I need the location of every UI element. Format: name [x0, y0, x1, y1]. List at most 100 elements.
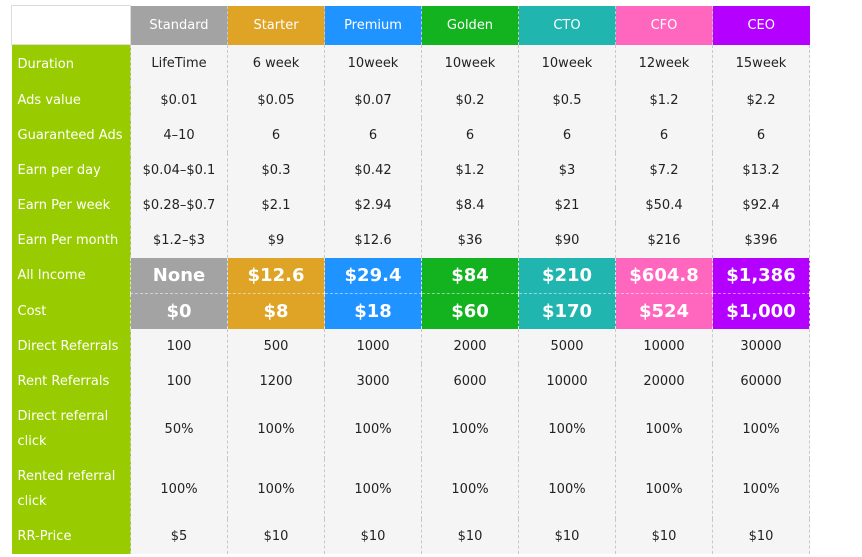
- plan-header-golden: Golden: [421, 5, 519, 45]
- cell-rr-price-cfo: $10: [615, 519, 713, 554]
- cell-rented-click-golden: 100%: [421, 459, 519, 519]
- row-earn-week: Earn Per week $0.28–$0.7 $2.1 $2.94 $8.4 $21 $…: [11, 188, 810, 223]
- cell-rent-referrals-cfo: 20000: [615, 364, 713, 399]
- cell-ads-value-starter: $0.05: [227, 83, 325, 118]
- cell-rr-price-standard: $5: [130, 519, 228, 554]
- plan-header-ceo: CEO: [712, 5, 810, 45]
- cell-income-cfo: $604.8: [615, 258, 713, 294]
- cell-guaranteed-ads-ceo: 6: [712, 118, 810, 153]
- cell-earn-week-golden: $8.4: [421, 188, 519, 223]
- cell-earn-week-standard: $0.28–$0.7: [130, 188, 228, 223]
- cell-ads-value-standard: $0.01: [130, 83, 228, 118]
- cell-rr-price-cto: $10: [518, 519, 616, 554]
- cell-direct-click-starter: 100%: [227, 399, 325, 459]
- row-earn-month: Earn Per month $1.2–$3 $9 $12.6 $36 $90 $216 $3…: [11, 223, 810, 258]
- cell-income-starter: $12.6: [227, 258, 325, 294]
- cell-rented-click-premium: 100%: [324, 459, 422, 519]
- cell-rr-price-golden: $10: [421, 519, 519, 554]
- row-label-ads-value: Ads value: [11, 83, 131, 118]
- cell-earn-day-starter: $0.3: [227, 153, 325, 188]
- cell-earn-day-golden: $1.2: [421, 153, 519, 188]
- cell-ads-value-ceo: $2.2: [712, 83, 810, 118]
- cell-rr-price-ceo: $10: [712, 519, 810, 554]
- cell-rent-referrals-starter: 1200: [227, 364, 325, 399]
- header-corner-cell: [11, 5, 131, 45]
- cell-earn-week-premium: $2.94: [324, 188, 422, 223]
- cell-guaranteed-ads-premium: 6: [324, 118, 422, 153]
- cell-rent-referrals-ceo: 60000: [712, 364, 810, 399]
- row-label-rr-price: RR-Price: [11, 519, 131, 554]
- cell-earn-day-standard: $0.04–$0.1: [130, 153, 228, 188]
- cell-duration-cto: 10week: [518, 44, 616, 83]
- cell-rr-price-starter: $10: [227, 519, 325, 554]
- cell-direct-referrals-ceo: 30000: [712, 329, 810, 364]
- cell-income-premium: $29.4: [324, 258, 422, 294]
- cell-direct-referrals-starter: 500: [227, 329, 325, 364]
- cell-earn-day-premium: $0.42: [324, 153, 422, 188]
- cell-earn-week-cfo: $50.4: [615, 188, 713, 223]
- cell-guaranteed-ads-cto: 6: [518, 118, 616, 153]
- cell-duration-starter: 6 week: [227, 44, 325, 83]
- cell-rent-referrals-premium: 3000: [324, 364, 422, 399]
- cell-ads-value-golden: $0.2: [421, 83, 519, 118]
- cell-rented-click-cto: 100%: [518, 459, 616, 519]
- cell-income-ceo: $1,386: [712, 258, 810, 294]
- cell-earn-month-starter: $9: [227, 223, 325, 258]
- cell-earn-day-cto: $3: [518, 153, 616, 188]
- cell-direct-click-ceo: 100%: [712, 399, 810, 459]
- row-direct-click: Direct referral click 50% 100% 100% 100% 100%…: [11, 399, 810, 459]
- row-label-cost: Cost: [11, 293, 131, 329]
- cell-income-standard: None: [130, 258, 228, 294]
- cell-income-golden: $84: [421, 258, 519, 294]
- cell-direct-referrals-cfo: 10000: [615, 329, 713, 364]
- cell-rented-click-ceo: 100%: [712, 459, 810, 519]
- row-label-rent-referrals: Rent Referrals: [11, 364, 131, 399]
- cell-ads-value-cfo: $1.2: [615, 83, 713, 118]
- cell-earn-month-ceo: $396: [712, 223, 810, 258]
- plan-header-starter: Starter: [227, 5, 325, 45]
- row-label-income: All Income: [11, 258, 131, 294]
- cell-guaranteed-ads-standard: 4–10: [130, 118, 228, 153]
- cell-earn-month-golden: $36: [421, 223, 519, 258]
- plan-header-cto: CTO: [518, 5, 616, 45]
- cell-earn-month-premium: $12.6: [324, 223, 422, 258]
- pricing-table-wrapper: Standard Starter Premium Golden CTO CFO CEO Du…: [11, 5, 810, 554]
- cell-ads-value-cto: $0.5: [518, 83, 616, 118]
- cell-duration-cfo: 12week: [615, 44, 713, 83]
- row-income: All Income None $12.6 $29.4 $84 $210 $604.8 $1,…: [11, 258, 810, 294]
- cell-cost-golden: $60: [421, 293, 519, 329]
- cell-direct-referrals-golden: 2000: [421, 329, 519, 364]
- cell-direct-referrals-premium: 1000: [324, 329, 422, 364]
- cell-earn-week-cto: $21: [518, 188, 616, 223]
- cell-direct-click-golden: 100%: [421, 399, 519, 459]
- cell-rent-referrals-cto: 10000: [518, 364, 616, 399]
- cell-duration-golden: 10week: [421, 44, 519, 83]
- cell-rented-click-cfo: 100%: [615, 459, 713, 519]
- row-label-duration: Duration: [11, 44, 131, 83]
- row-duration: Duration LifeTime 6 week 10week 10week 10week…: [11, 44, 810, 83]
- pricing-table-body: Duration LifeTime 6 week 10week 10week 10week…: [11, 44, 810, 554]
- cell-cost-standard: $0: [130, 293, 228, 329]
- cell-guaranteed-ads-golden: 6: [421, 118, 519, 153]
- cell-duration-ceo: 15week: [712, 44, 810, 83]
- cell-earn-week-ceo: $92.4: [712, 188, 810, 223]
- cell-duration-premium: 10week: [324, 44, 422, 83]
- cell-earn-day-cfo: $7.2: [615, 153, 713, 188]
- cell-cost-cfo: $524: [615, 293, 713, 329]
- row-direct-referrals: Direct Referrals 100 500 1000 2000 5000 10000 3…: [11, 329, 810, 364]
- plan-header-row: Standard Starter Premium Golden CTO CFO CEO: [11, 5, 810, 45]
- cell-direct-referrals-standard: 100: [130, 329, 228, 364]
- cell-rented-click-starter: 100%: [227, 459, 325, 519]
- cell-guaranteed-ads-cfo: 6: [615, 118, 713, 153]
- cell-rent-referrals-standard: 100: [130, 364, 228, 399]
- cell-cost-starter: $8: [227, 293, 325, 329]
- plan-header-premium: Premium: [324, 5, 422, 45]
- row-label-earn-month: Earn Per month: [11, 223, 131, 258]
- cell-income-cto: $210: [518, 258, 616, 294]
- row-label-direct-click: Direct referral click: [11, 399, 131, 459]
- cell-earn-month-standard: $1.2–$3: [130, 223, 228, 258]
- row-label-rented-click: Rented referral click: [11, 459, 131, 519]
- cell-earn-month-cto: $90: [518, 223, 616, 258]
- row-label-direct-referrals: Direct Referrals: [11, 329, 131, 364]
- row-label-earn-day: Earn per day: [11, 153, 131, 188]
